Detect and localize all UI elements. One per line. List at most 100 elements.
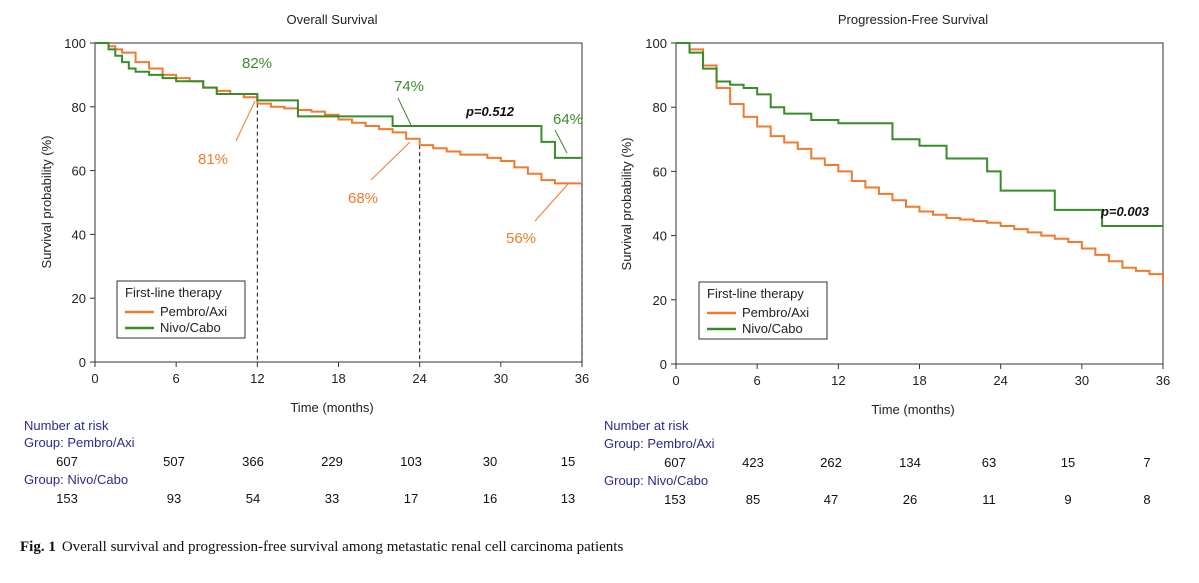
x-tick-label: 12: [250, 371, 264, 386]
risk-value: 7: [1143, 455, 1150, 470]
callout-pembro-36: 56%: [506, 230, 536, 247]
callout-leader: [370, 141, 411, 181]
caption-label: Fig. 1: [20, 539, 56, 555]
risk-value: 30: [483, 454, 497, 469]
legend-entry-pembro: Pembro/Axi: [160, 304, 227, 319]
risk-value: 54: [246, 491, 260, 506]
x-tick-label: 36: [1156, 373, 1170, 388]
callout-nivo-36: 64%: [553, 111, 583, 128]
p-value: p=0.512: [465, 104, 515, 119]
risk-group-label-nivo: Group: Nivo/Cabo: [604, 473, 708, 488]
x-tick-label: 24: [993, 373, 1007, 388]
x-axis-label: Time (months): [290, 400, 373, 415]
x-tick-label: 6: [173, 371, 180, 386]
y-tick-label: 40: [653, 229, 667, 244]
p-value: p=0.003: [1100, 204, 1150, 219]
legend: First-line therapy Pembro/Axi Nivo/Cabo: [116, 280, 246, 339]
y-tick-label: 60: [72, 164, 86, 179]
y-tick-label: 100: [645, 36, 667, 51]
y-tick-label: 80: [72, 100, 86, 115]
risk-row-nivo: 153 93 54 33 17 16 13: [56, 491, 575, 506]
axes: 0 6 12 18 24 30 36 0 20 40 60 80 100: [645, 36, 1170, 388]
legend-entry-pembro: Pembro/Axi: [742, 305, 809, 320]
caption-text: Overall survival and progression-free su…: [61, 539, 624, 555]
risk-table-title: Number at risk: [24, 418, 109, 433]
risk-value: 229: [321, 454, 343, 469]
risk-row-pembro: 607 423 262 134 63 15 7: [664, 455, 1150, 470]
callouts: 81% 82% 68% 74% 56% 64%: [198, 55, 583, 247]
risk-group-label-pembro: Group: Pembro/Axi: [24, 435, 135, 450]
y-tick-label: 60: [653, 164, 667, 179]
risk-value: 134: [899, 455, 921, 470]
risk-row-pembro: 607 507 366 229 103 30 15: [56, 454, 575, 469]
x-tick-label: 6: [754, 373, 761, 388]
risk-value: 9: [1064, 492, 1071, 507]
risk-value: 607: [56, 454, 78, 469]
chart-title: Progression-Free Survival: [838, 12, 988, 27]
risk-value: 11: [982, 492, 996, 507]
risk-value: 607: [664, 455, 686, 470]
risk-group-label-pembro: Group: Pembro/Axi: [604, 436, 715, 451]
callout-leader: [534, 183, 569, 222]
legend-entry-nivo: Nivo/Cabo: [160, 320, 221, 335]
callout-leader: [554, 129, 568, 154]
risk-row-nivo: 153 85 47 26 11 9 8: [664, 492, 1150, 507]
y-tick-label: 0: [79, 355, 86, 370]
series-line-nivo-cabo: [676, 42, 1163, 227]
callout-pembro-12: 81%: [198, 151, 228, 168]
y-tick-label: 0: [660, 357, 667, 372]
y-tick-label: 100: [64, 36, 86, 51]
risk-value: 85: [746, 492, 760, 507]
risk-value: 507: [163, 454, 185, 469]
risk-value: 15: [561, 454, 575, 469]
risk-value: 366: [242, 454, 264, 469]
risk-value: 423: [742, 455, 764, 470]
y-axis-label: Survival probability (%): [619, 138, 634, 271]
risk-value: 26: [903, 492, 917, 507]
x-tick-label: 0: [91, 371, 98, 386]
callout-leader: [235, 100, 256, 142]
axes: 0 6 12 18 24 30 36 0 20 40 60 80 100: [64, 36, 589, 386]
risk-value: 8: [1143, 492, 1150, 507]
panel-progression-free-survival: Progression-Free Survival Time (months) …: [604, 12, 1170, 507]
x-axis-label: Time (months): [871, 402, 954, 417]
risk-value: 153: [664, 492, 686, 507]
risk-value: 47: [824, 492, 838, 507]
x-tick-label: 12: [831, 373, 845, 388]
y-tick-label: 20: [653, 293, 667, 308]
risk-table: Number at risk Group: Pembro/Axi 607 507 3…: [24, 418, 575, 506]
risk-value: 33: [325, 491, 339, 506]
panel-overall-survival: Overall Survival Time (months) Survival …: [24, 12, 589, 506]
series-line-pembro-axi: [676, 42, 1164, 284]
legend-title: First-line therapy: [125, 285, 222, 300]
series-group: [676, 42, 1164, 284]
callout-leader: [397, 97, 412, 126]
x-tick-label: 18: [331, 371, 345, 386]
y-tick-label: 20: [72, 291, 86, 306]
risk-table-title: Number at risk: [604, 418, 689, 433]
series-group: [95, 42, 582, 185]
x-tick-label: 30: [1075, 373, 1089, 388]
legend: First-line therapy Pembro/Axi Nivo/Cabo: [698, 281, 828, 340]
risk-value: 153: [56, 491, 78, 506]
risk-value: 63: [982, 455, 996, 470]
x-tick-label: 36: [575, 371, 589, 386]
x-tick-label: 30: [494, 371, 508, 386]
callout-pembro-24: 68%: [348, 190, 378, 207]
risk-value: 16: [483, 491, 497, 506]
y-tick-label: 40: [72, 227, 86, 242]
series-line-nivo-cabo: [95, 42, 582, 159]
legend-entry-nivo: Nivo/Cabo: [742, 321, 803, 336]
x-tick-label: 18: [912, 373, 926, 388]
risk-value: 17: [404, 491, 418, 506]
y-tick-label: 80: [653, 100, 667, 115]
risk-value: 13: [561, 491, 575, 506]
risk-value: 93: [167, 491, 181, 506]
figure-caption: Fig. 1 Overall survival and progression-f…: [20, 539, 623, 556]
series-line-pembro-axi: [95, 42, 582, 185]
landmark-guides: [256, 103, 583, 362]
risk-value: 15: [1061, 455, 1075, 470]
y-axis-label: Survival probability (%): [39, 136, 54, 269]
callout-nivo-24: 74%: [394, 78, 424, 95]
